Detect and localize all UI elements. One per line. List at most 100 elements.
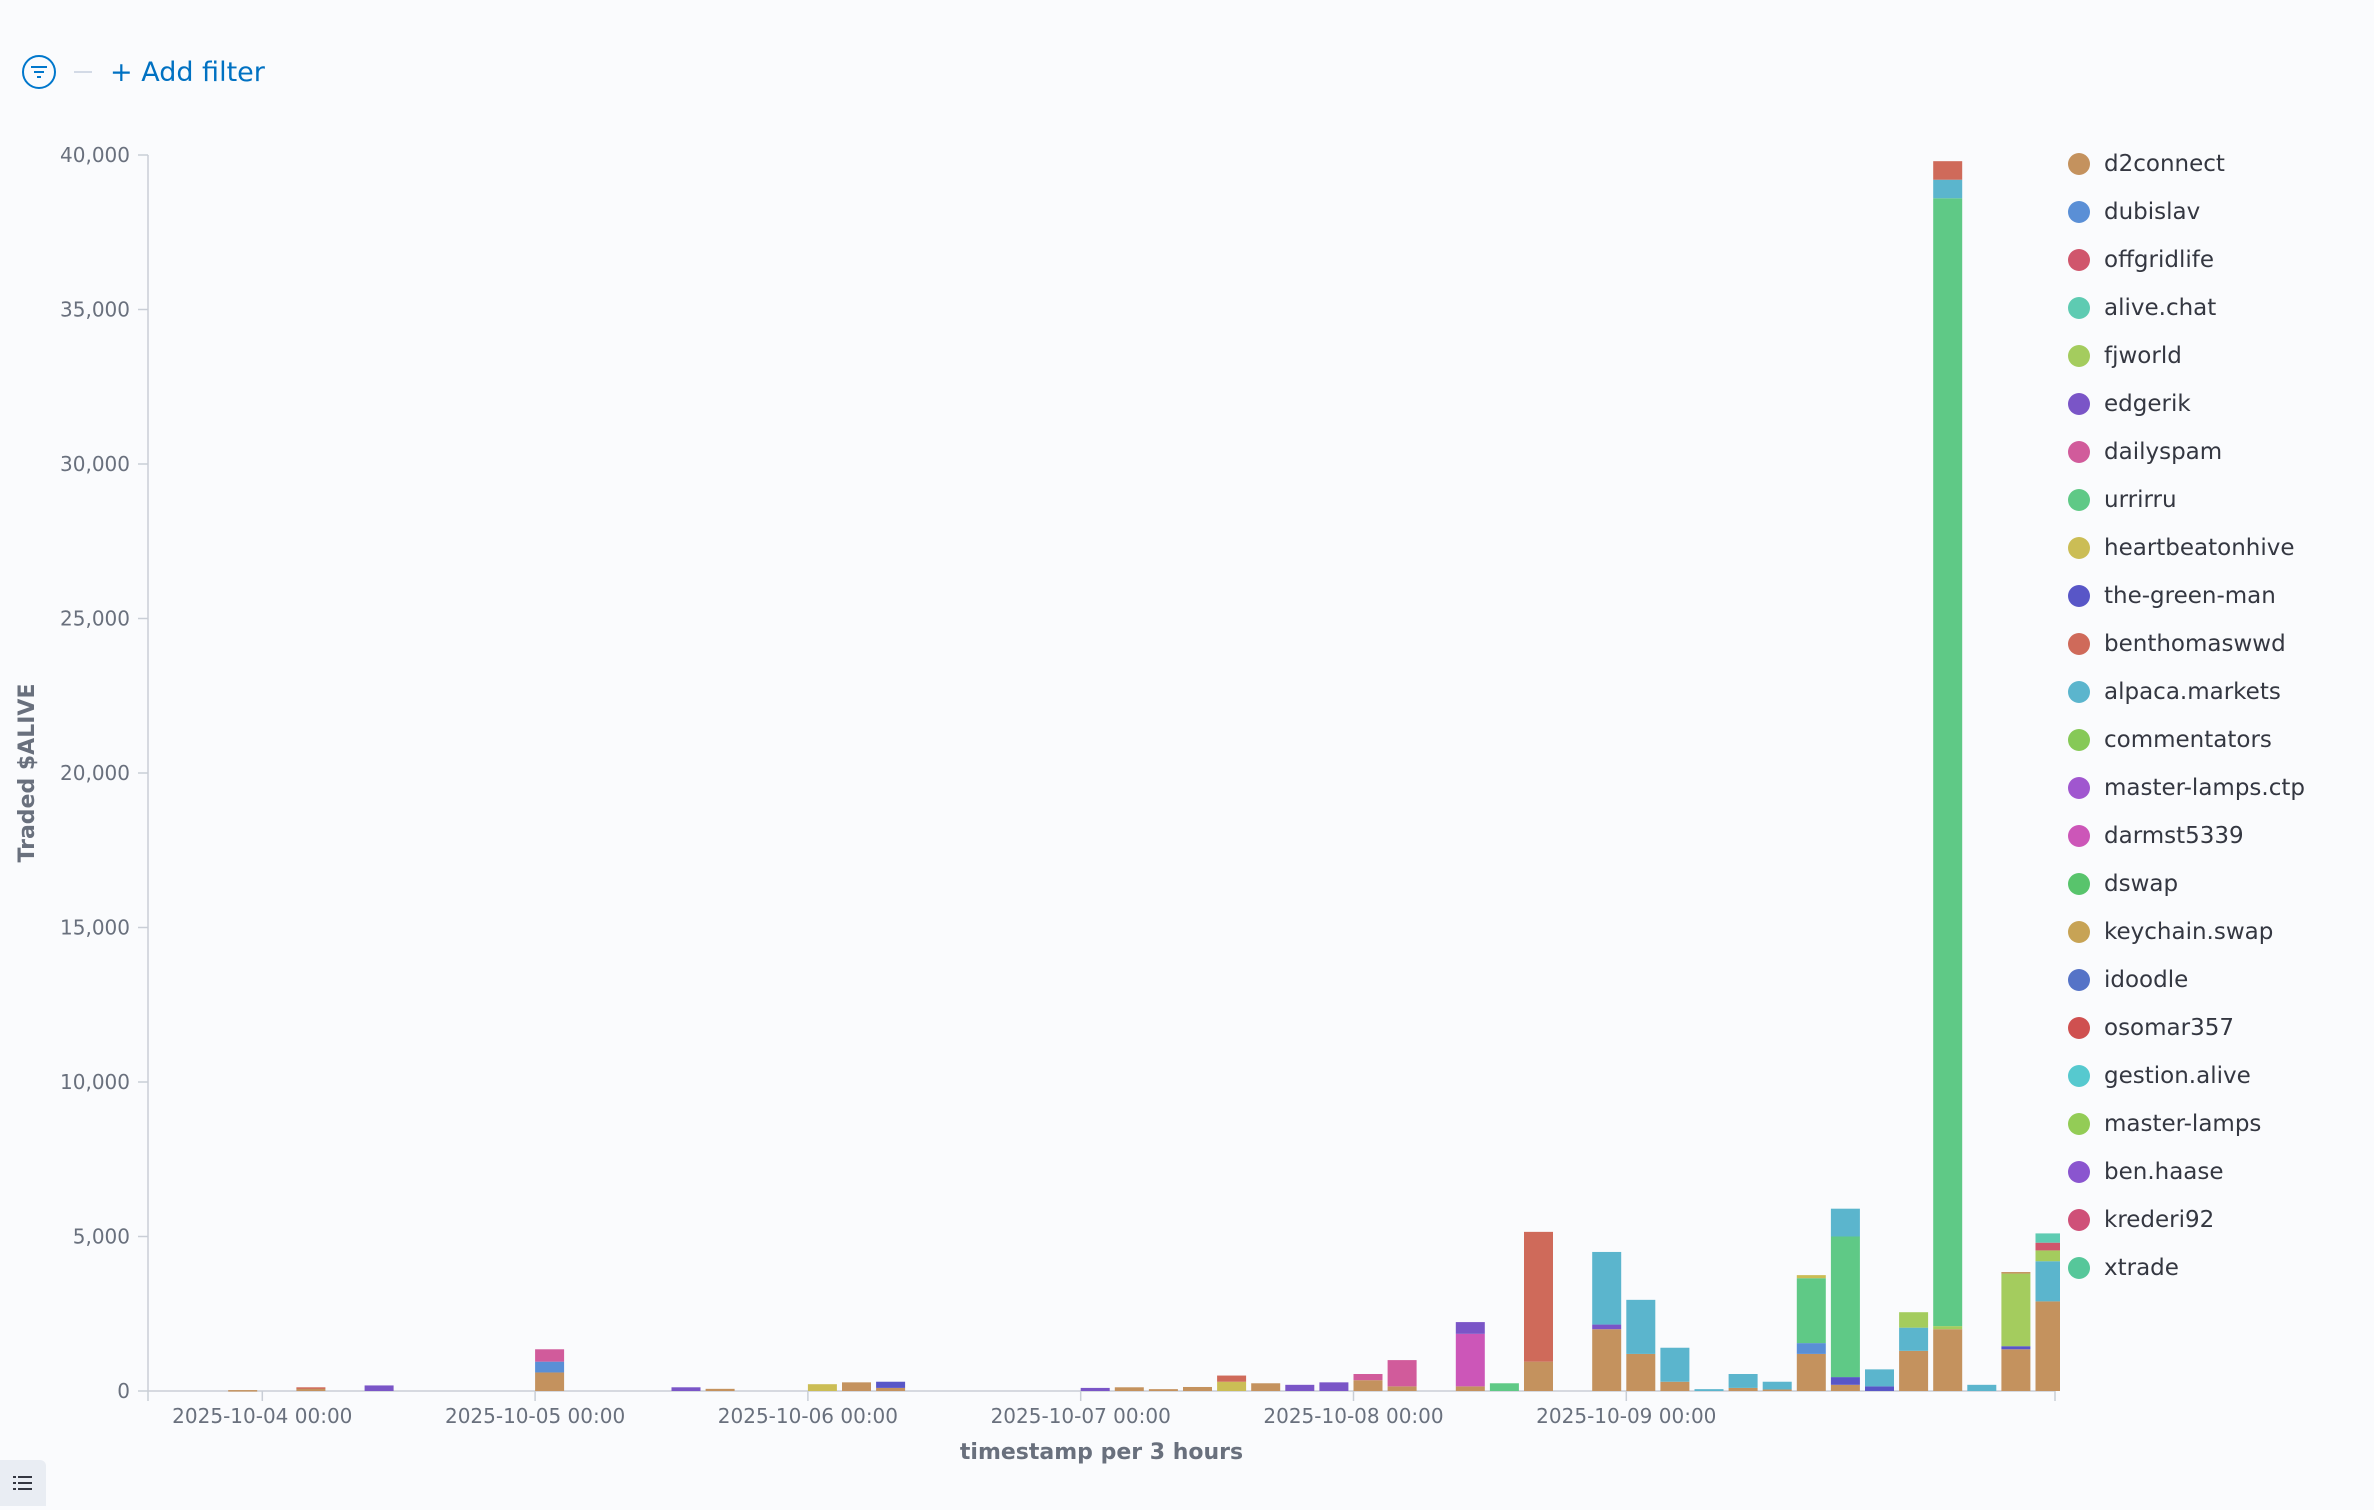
bar-segment-alpaca-markets bbox=[1592, 1251, 1622, 1325]
bar-segment-heartbeatonhive bbox=[807, 1384, 837, 1391]
filter-bar: + Add filter bbox=[22, 50, 265, 94]
bar-segment-benthomaswwd bbox=[1217, 1375, 1247, 1382]
legend-item[interactable]: master-lamps.ctp bbox=[2068, 764, 2305, 812]
bar-segment-the-green-man bbox=[1865, 1386, 1894, 1391]
legend-item[interactable]: alive.chat bbox=[2068, 284, 2305, 332]
legend-label: dubislav bbox=[2104, 199, 2201, 225]
bar-segment-dubislav bbox=[1796, 1343, 1826, 1354]
legend-color-dot bbox=[2068, 1161, 2090, 1183]
bar-segment-benthomaswwd bbox=[1933, 161, 1963, 180]
legend-color-dot bbox=[2068, 633, 2090, 655]
legend-item[interactable]: keychain.swap bbox=[2068, 908, 2305, 956]
legend-item[interactable]: edgerik bbox=[2068, 380, 2305, 428]
legend-color-dot bbox=[2068, 1017, 2090, 1039]
bar-segment-alpaca-markets bbox=[1626, 1299, 1656, 1354]
bar-segment-d2connect bbox=[1796, 1353, 1826, 1391]
legend-item[interactable]: the-green-man bbox=[2068, 572, 2305, 620]
legend-item[interactable]: urrirru bbox=[2068, 476, 2305, 524]
legend-item[interactable]: alpaca.markets bbox=[2068, 668, 2305, 716]
legend-color-dot bbox=[2068, 1113, 2090, 1135]
bar-segment-d2connect bbox=[2035, 1301, 2060, 1391]
legend-label: master-lamps bbox=[2104, 1111, 2262, 1137]
legend-item[interactable]: xtrade bbox=[2068, 1244, 2305, 1292]
y-tick-label: 35,000 bbox=[60, 298, 130, 322]
legend-item[interactable]: gestion.alive bbox=[2068, 1052, 2305, 1100]
bar-segment-the-green-man bbox=[1830, 1377, 1860, 1385]
bar-segment-d2connect bbox=[842, 1382, 871, 1391]
bar-segment-alpaca-markets bbox=[2035, 1261, 2060, 1302]
legend-item[interactable]: heartbeatonhive bbox=[2068, 524, 2305, 572]
stacked-bar-chart: 0 5,000 10,000 15,000 20,000 25,000 30,000 35,0… bbox=[15, 143, 2060, 1465]
y-tick-label: 40,000 bbox=[60, 143, 130, 167]
bar-segment-heartbeatonhive bbox=[1796, 1275, 1826, 1279]
legend-item[interactable]: dailyspam bbox=[2068, 428, 2305, 476]
bar-segment-d2connect bbox=[1592, 1329, 1622, 1391]
bar-segment-edgerik bbox=[671, 1387, 701, 1391]
bar-segment-dailyspam bbox=[1387, 1360, 1417, 1387]
bar-segment-d2connect bbox=[535, 1372, 565, 1391]
bar-segment-fjworld bbox=[1933, 1326, 1963, 1330]
legend-color-dot bbox=[2068, 681, 2090, 703]
bar-segment-d2connect bbox=[705, 1388, 735, 1391]
bar-segment-d2connect bbox=[1660, 1381, 1690, 1391]
bar-segment-d2connect bbox=[876, 1387, 906, 1391]
x-axis-title: timestamp per 3 hours bbox=[960, 1440, 1243, 1465]
bar-segment-d2connect bbox=[1251, 1383, 1281, 1391]
bar-segment-d2connect bbox=[1728, 1387, 1758, 1391]
filter-options-icon[interactable] bbox=[22, 55, 56, 89]
legend-color-dot bbox=[2068, 729, 2090, 751]
legend-color-dot bbox=[2068, 1065, 2090, 1087]
legend-color-dot bbox=[2068, 1209, 2090, 1231]
legend-color-dot bbox=[2068, 825, 2090, 847]
bar-segment-alpaca-markets bbox=[1762, 1381, 1792, 1390]
y-tick-label: 25,000 bbox=[60, 607, 130, 631]
legend-item[interactable]: commentators bbox=[2068, 716, 2305, 764]
bar-segment-alpaca-markets bbox=[1899, 1327, 1929, 1351]
legend-item[interactable]: master-lamps bbox=[2068, 1100, 2305, 1148]
legend-item[interactable]: dubislav bbox=[2068, 188, 2305, 236]
legend-label: alpaca.markets bbox=[2104, 679, 2281, 705]
chart-legend: d2connect dubislav offgridlife alive.chat fj… bbox=[2068, 140, 2305, 1292]
legend-item[interactable]: ben.haase bbox=[2068, 1148, 2305, 1196]
y-tick-label: 20,000 bbox=[60, 761, 130, 785]
legend-item[interactable]: krederi92 bbox=[2068, 1196, 2305, 1244]
bar-segment-d2connect bbox=[1524, 1361, 1553, 1391]
x-tick-label: 2025-10-09 00:00 bbox=[1536, 1404, 1716, 1428]
legend-color-dot bbox=[2068, 537, 2090, 559]
legend-item[interactable]: darmst5339 bbox=[2068, 812, 2305, 860]
bar-segment-d2connect bbox=[1148, 1389, 1178, 1391]
list-icon bbox=[13, 1476, 32, 1490]
bar-segment-d2connect bbox=[1762, 1389, 1792, 1391]
legend-item[interactable]: idoodle bbox=[2068, 956, 2305, 1004]
bar-segment-benthomaswwd bbox=[1524, 1231, 1553, 1362]
legend-label: gestion.alive bbox=[2104, 1063, 2251, 1089]
bar-segment-alive-chat bbox=[2035, 1233, 2060, 1243]
bar-segment-alpaca-markets bbox=[1660, 1347, 1690, 1382]
legend-label: offgridlife bbox=[2104, 247, 2214, 273]
legend-item[interactable]: offgridlife bbox=[2068, 236, 2305, 284]
x-tick-label: 2025-10-06 00:00 bbox=[718, 1404, 898, 1428]
bar-segment-d2connect bbox=[1626, 1353, 1656, 1391]
x-tick-label: 2025-10-04 00:00 bbox=[172, 1404, 352, 1428]
bar-segment-d2connect bbox=[1387, 1386, 1417, 1391]
legend-item[interactable]: osomar357 bbox=[2068, 1004, 2305, 1052]
legend-item[interactable]: fjworld bbox=[2068, 332, 2305, 380]
legend-label: keychain.swap bbox=[2104, 919, 2274, 945]
legend-label: fjworld bbox=[2104, 343, 2182, 369]
bar-segment-d2connect bbox=[296, 1388, 326, 1391]
add-filter-button[interactable]: + Add filter bbox=[110, 56, 265, 88]
legend-color-dot bbox=[2068, 873, 2090, 895]
legend-label: idoodle bbox=[2104, 967, 2189, 993]
bar-segment-d2connect bbox=[2001, 1272, 2031, 1274]
bar-segment-edgerik bbox=[1285, 1384, 1315, 1391]
legend-color-dot bbox=[2068, 297, 2090, 319]
bar-segment-edgerik bbox=[1319, 1382, 1349, 1391]
legend-item[interactable]: benthomaswwd bbox=[2068, 620, 2305, 668]
bar-segment-fjworld bbox=[2035, 1250, 2060, 1262]
legend-toggle-button[interactable] bbox=[0, 1460, 46, 1506]
legend-item[interactable]: d2connect bbox=[2068, 140, 2305, 188]
x-tick-label: 2025-10-08 00:00 bbox=[1263, 1404, 1443, 1428]
legend-item[interactable]: dswap bbox=[2068, 860, 2305, 908]
legend-label: d2connect bbox=[2104, 151, 2225, 177]
bar-segment-d2connect bbox=[1114, 1387, 1144, 1391]
